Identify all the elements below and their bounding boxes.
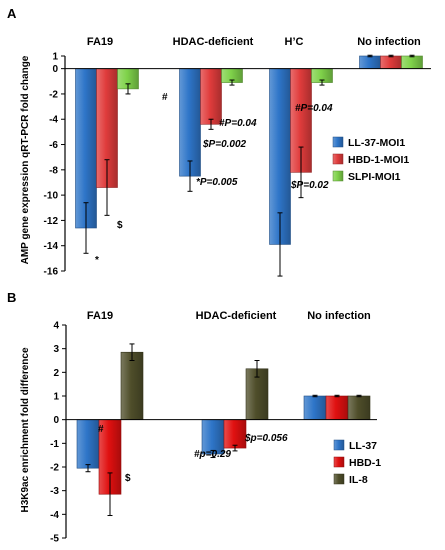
category-label: FA19 [87, 310, 113, 322]
legend-swatch [332, 136, 344, 148]
y-tick-label: -6 [49, 140, 58, 151]
legend-swatch [333, 439, 345, 451]
y-tick-label: 0 [53, 415, 59, 426]
significance-annotation: # [98, 424, 104, 435]
category-label: No infection [307, 310, 371, 322]
y-tick-label: 0 [52, 64, 58, 75]
y-tick-label: -3 [50, 486, 59, 497]
significance-annotation: $p=0.056 [244, 433, 288, 444]
bar-hbd-1 [325, 395, 349, 420]
legend-label: HBD-1-MOI1 [348, 154, 409, 166]
significance-annotation: $ [117, 220, 123, 231]
legend-swatch [332, 170, 344, 182]
y-tick-label: -12 [44, 216, 59, 227]
legend-label: HBD-1 [349, 457, 381, 469]
bar-slpi-moi1 [401, 55, 423, 69]
y-tick-label: -1 [50, 439, 59, 450]
y-tick-label: -2 [49, 89, 58, 100]
bar-ll-37 [76, 419, 100, 469]
significance-annotation: #p=0.29 [194, 449, 231, 460]
legend-label: SLPI-MOI1 [348, 171, 401, 183]
bar-hbd-1-moi1 [200, 68, 222, 125]
legend-swatch [332, 153, 344, 165]
legend-label: IL-8 [349, 474, 368, 486]
significance-annotation: *P=0.005 [196, 177, 238, 188]
category-label: H’C [285, 36, 304, 48]
significance-annotation: $P=0.002 [202, 139, 247, 150]
significance-annotation: $ [125, 473, 131, 484]
y-tick-label: 1 [53, 392, 59, 403]
y-tick-label: -4 [49, 115, 58, 126]
legend-label: LL-37-MOI1 [348, 137, 405, 149]
legend-swatch [333, 456, 345, 468]
y-axis-title: AMP gene expression qRT-PCR fold change [20, 55, 31, 264]
category-label: No infection [357, 36, 421, 48]
panel-label: A [7, 6, 17, 21]
panel-label: B [7, 290, 16, 305]
y-tick-label: 3 [53, 344, 59, 355]
bar-hbd-1-moi1 [380, 55, 402, 69]
category-label: HDAC-deficient [173, 36, 254, 48]
y-tick-label: -4 [50, 510, 59, 521]
y-tick-label: 4 [53, 321, 59, 332]
category-label: HDAC-deficient [196, 310, 277, 322]
category-label: FA19 [87, 36, 113, 48]
y-tick-label: -5 [50, 534, 59, 545]
y-axis-title: H3K9ac enrichment fold difference [20, 347, 31, 512]
significance-annotation: * [95, 255, 99, 266]
legend-swatch [333, 473, 345, 485]
significance-annotation: #P=0.04 [219, 118, 257, 129]
significance-annotation: # [162, 92, 168, 103]
bar-ll-37-moi1 [359, 55, 381, 69]
bar-ll-37-moi1 [179, 68, 201, 177]
bar-il-8 [347, 395, 371, 420]
bar-il-8 [120, 351, 144, 420]
bar-hbd-1 [223, 419, 247, 449]
legend-label: LL-37 [349, 440, 377, 452]
y-tick-label: 1 [52, 52, 58, 63]
y-tick-label: -16 [44, 267, 59, 278]
significance-annotation: $P=0.02 [290, 180, 329, 191]
bar-ll-37 [303, 395, 327, 420]
y-tick-label: -8 [49, 165, 58, 176]
y-tick-label: -2 [50, 463, 59, 474]
significance-annotation: #P=0.04 [295, 103, 333, 114]
y-tick-label: -14 [44, 241, 59, 252]
y-tick-label: -10 [44, 191, 59, 202]
y-tick-label: 2 [53, 368, 59, 379]
